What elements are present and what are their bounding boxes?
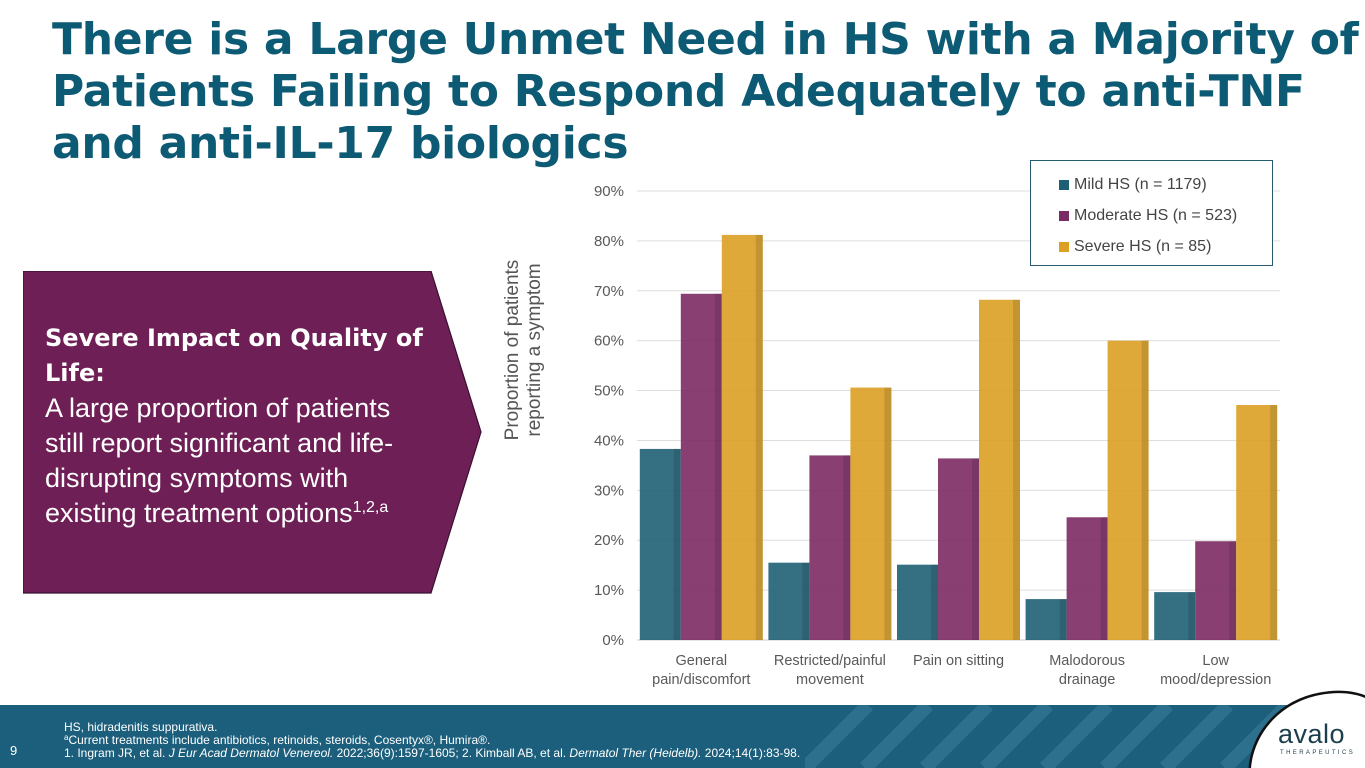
bar-shade-series0-cat2	[931, 564, 938, 640]
y-tick-label-90: 90%	[594, 183, 624, 200]
bar-shade-series2-cat4	[1270, 405, 1278, 640]
reference-1-authors: 1. Ingram JR, et al.	[64, 746, 169, 760]
reference-2-journal: Dermatol Ther (Heidelb).	[569, 746, 702, 760]
bar-shade-series1-cat0	[714, 293, 722, 640]
legend-item-moderate: Moderate HS (n = 523)	[1059, 200, 1272, 231]
callout-heading: Severe Impact on Quality of Life:	[45, 324, 423, 387]
callout-arrow-shape	[23, 271, 482, 594]
footnotes: HS, hidradenitis suppurativa. aCurrent t…	[64, 721, 1164, 760]
y-tick-label-60: 60%	[594, 333, 624, 350]
bar-series1-cat2	[938, 458, 979, 640]
bar-series1-cat0	[680, 293, 722, 640]
logo-subtitle: THERAPEUTICS	[1280, 750, 1356, 756]
x-tick-label-3-line1: drainage	[1059, 672, 1115, 688]
x-tick-label-4-line0: Low	[1202, 653, 1229, 669]
y-tick-label-70: 70%	[594, 283, 624, 300]
bar-series2-cat3	[1107, 340, 1149, 640]
x-tick-label-2-line0: Pain on sitting	[913, 653, 1004, 669]
footnote-treatments-marker: a	[64, 733, 69, 742]
slide-title-line-3: and anti-IL-17 biologics	[52, 118, 629, 169]
bar-shade-series0-cat3	[1059, 599, 1067, 640]
page-number: 9	[10, 743, 18, 758]
bar-shade-series2-cat3	[1141, 340, 1149, 640]
bar-series2-cat2	[979, 299, 1020, 640]
bar-shade-series0-cat1	[802, 562, 810, 640]
y-tick-label-50: 50%	[594, 383, 624, 400]
bar-shade-series1-cat3	[1100, 517, 1108, 640]
reference-2-volume: 2024;14(1):83-98.	[701, 746, 801, 760]
bar-shade-series1-cat2	[972, 458, 979, 640]
avalo-swirl-logo-icon	[1248, 690, 1365, 768]
slide-title-line-2: Patients Failing to Respond Adequately t…	[52, 66, 1305, 117]
bar-shade-series2-cat1	[884, 387, 892, 640]
bar-series2-cat0	[721, 234, 763, 640]
reference-1-journal: J Eur Acad Dermatol Venereol.	[168, 746, 334, 760]
bar-shade-series0-cat4	[1188, 592, 1196, 640]
callout-body-text: A large proportion of patients still rep…	[45, 393, 394, 528]
bar-series1-cat4	[1195, 541, 1237, 640]
callout-body-citation: 1,2,a	[352, 499, 389, 516]
bar-shade-series1-cat4	[1229, 541, 1237, 640]
avalo-logo: avalo THERAPEUTICS	[1248, 686, 1365, 768]
footnote-references: 1. Ingram JR, et al. J Eur Acad Dermatol…	[64, 747, 1164, 760]
bar-shade-series2-cat0	[755, 234, 763, 640]
y-tick-label-0: 0%	[602, 632, 624, 649]
legend-item-mild: Mild HS (n = 1179)	[1059, 169, 1272, 200]
quality-of-life-callout: Severe Impact on Quality of Life: A larg…	[23, 271, 483, 594]
x-tick-label-0-line0: General	[676, 653, 728, 669]
bar-series0-cat3	[1025, 599, 1067, 640]
bar-chart: 0% 10% 20% 30% 40% 50% 60% 70% 80% 90% General pai…	[594, 183, 1280, 688]
callout-text: Severe Impact on Quality of Life: A larg…	[45, 321, 435, 531]
legend-item-severe: Severe HS (n = 85)	[1059, 231, 1272, 262]
x-tick-label-1-line0: Restricted/painful	[774, 653, 886, 669]
y-tick-label-20: 20%	[594, 532, 624, 549]
x-tick-label-4-line1: mood/depression	[1160, 672, 1271, 688]
legend-swatch-mild	[1059, 179, 1069, 190]
x-tick-label-1-line1: movement	[796, 672, 864, 688]
footnote-treatments-text: Current treatments include antibiotics, …	[68, 733, 491, 747]
x-tick-labels: General pain/discomfort Restricted/painful…	[652, 653, 1271, 688]
bar-series0-cat1	[768, 562, 810, 640]
reference-2-authors: 2022;36(9):1597-1605; 2. Kimball AB, et …	[333, 746, 570, 760]
bars	[639, 234, 1278, 640]
bar-series2-cat4	[1236, 405, 1278, 640]
footer-bar	[0, 705, 1365, 768]
legend-swatch-severe	[1059, 241, 1069, 252]
x-tick-label-3-line0: Malodorous	[1049, 653, 1125, 669]
bar-series2-cat1	[850, 387, 892, 640]
bar-series1-cat1	[809, 455, 851, 640]
y-tick-label-80: 80%	[594, 233, 624, 250]
logo-wordmark: avalo	[1278, 719, 1346, 749]
legend-label-severe: Severe HS (n = 85)	[1074, 237, 1212, 255]
legend-swatch-moderate	[1059, 210, 1069, 221]
y-tick-label-10: 10%	[594, 582, 624, 599]
y-tick-label-30: 30%	[594, 482, 624, 499]
bar-shade-series1-cat1	[843, 455, 851, 640]
slide-title-line-1: There is a Large Unmet Need in HS with a…	[52, 14, 1359, 65]
footnote-abbreviation: HS, hidradenitis suppurativa.	[64, 720, 218, 734]
x-tick-label-0-line1: pain/discomfort	[652, 672, 750, 688]
footnote-treatments: aCurrent treatments include antibiotics,…	[64, 734, 1164, 747]
bar-shade-series2-cat2	[1013, 299, 1020, 640]
y-tick-labels: 0% 10% 20% 30% 40% 50% 60% 70% 80% 90%	[594, 183, 624, 649]
legend-label-mild: Mild HS (n = 1179)	[1074, 175, 1207, 193]
legend-label-moderate: Moderate HS (n = 523)	[1074, 206, 1238, 224]
bar-series0-cat0	[639, 448, 681, 640]
chart-legend: Mild HS (n = 1179) Moderate HS (n = 523)…	[1030, 160, 1273, 266]
callout-body: A large proportion of patients still rep…	[45, 393, 393, 528]
y-tick-label-40: 40%	[594, 432, 624, 449]
bar-series0-cat2	[897, 564, 938, 640]
bar-series1-cat3	[1066, 517, 1108, 640]
bar-series0-cat4	[1154, 592, 1196, 640]
slide-title: There is a Large Unmet Need in HS with a…	[52, 14, 1359, 170]
bar-shade-series0-cat0	[673, 448, 681, 640]
